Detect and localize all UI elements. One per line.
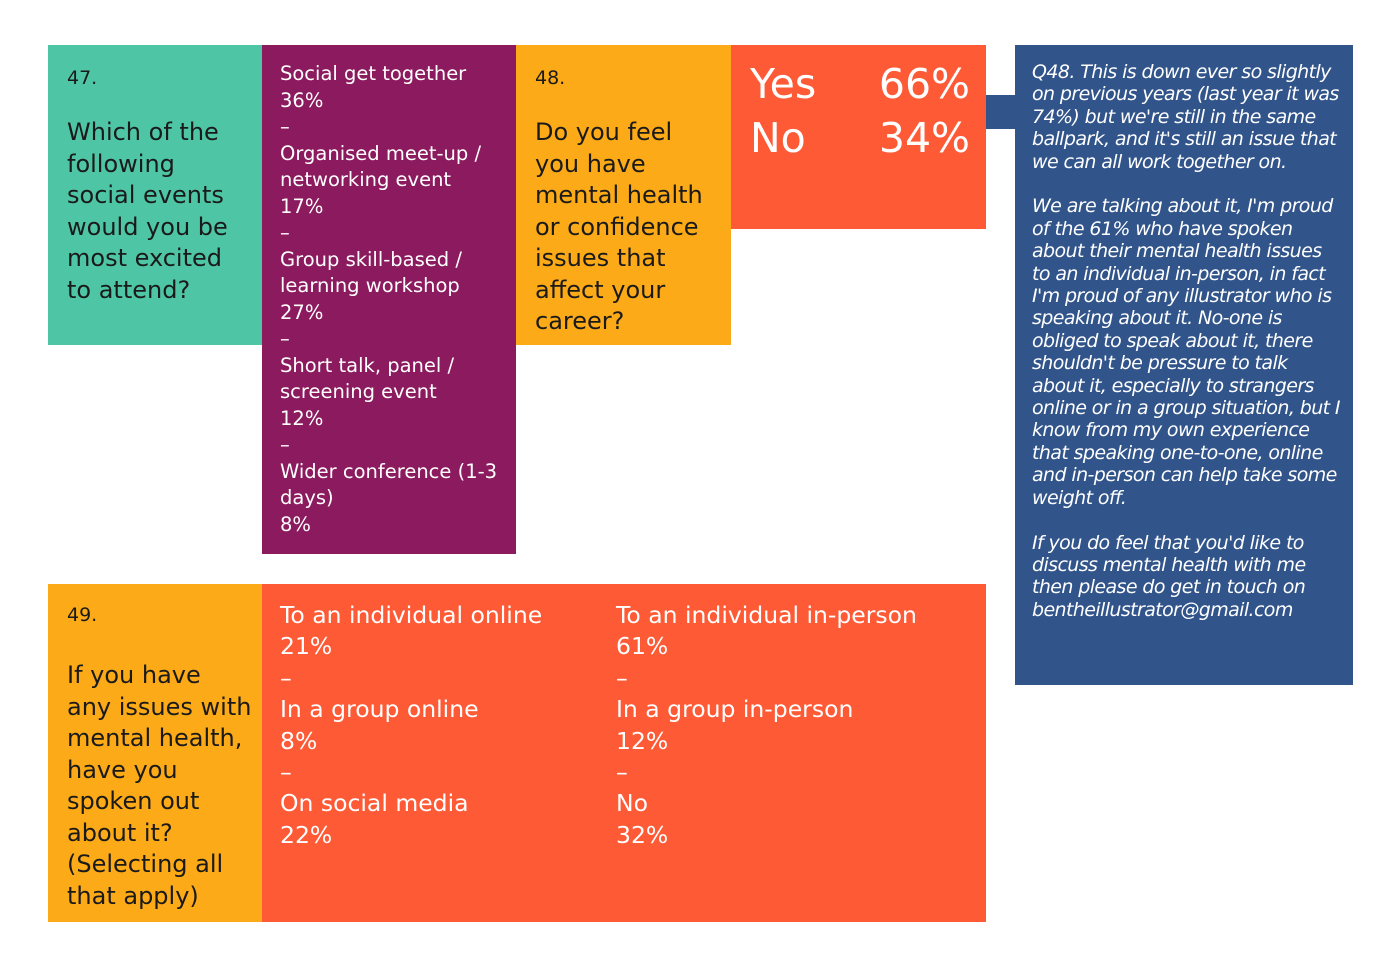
q48-result-yes: Yes 66% xyxy=(750,57,972,111)
q48-result-no: No 34% xyxy=(750,111,972,165)
q49-option-label: On social media xyxy=(280,789,469,818)
q49-option-percent: 32% xyxy=(616,820,669,849)
q47-option-label: Short talk, panel / screening event xyxy=(280,353,455,404)
separator-dash: – xyxy=(616,663,628,692)
q49-option-label: No xyxy=(616,789,648,818)
comment-panel: Q48. This is down ever so slightly on pr… xyxy=(1015,45,1353,685)
result-label: No xyxy=(750,114,806,162)
q47-option-label: Group skill-based / learning workshop xyxy=(280,247,462,298)
q47-question-panel: 47. Which of the following social events… xyxy=(48,45,262,345)
q49-option-percent: 61% xyxy=(616,632,669,661)
q49-options-panel: To an individual online 21% – In a group… xyxy=(262,584,986,922)
q49-left-column: To an individual online 21% – In a group… xyxy=(280,600,542,851)
result-value: 66% xyxy=(878,60,970,108)
q47-option: Group skill-based / learning workshop 27… xyxy=(280,247,506,327)
q47-option-label: Organised meet-up / networking event xyxy=(280,141,482,192)
separator-dash: – xyxy=(616,758,628,787)
separator-dash: – xyxy=(280,663,292,692)
q47-question: Which of the following social events wou… xyxy=(67,118,228,304)
q47-number: 47. xyxy=(67,67,98,89)
q49-option-percent: 21% xyxy=(280,632,333,661)
q47-option: Organised meet-up / networking event 17% xyxy=(280,141,506,221)
q49-option-percent: 22% xyxy=(280,820,333,849)
q47-option-percent: 27% xyxy=(280,300,324,324)
separator-dash: – xyxy=(280,115,290,138)
separator-dash: – xyxy=(280,221,290,244)
q49-number: 49. xyxy=(67,604,98,626)
result-value: 34% xyxy=(878,114,970,162)
q49-right-column: To an individual in-person 61% – In a gr… xyxy=(616,600,917,851)
separator-dash: – xyxy=(280,433,290,456)
q49-question-panel: 49. If you have any issues with mental h… xyxy=(48,584,262,922)
q47-option: Social get together 36% xyxy=(280,61,506,114)
q49-option-label: In a group in-person xyxy=(616,695,854,724)
q48-question: Do you feel you have mental health or co… xyxy=(535,118,703,335)
q49-option-percent: 12% xyxy=(616,726,669,755)
comment-paragraph: We are talking about it, I'm proud of th… xyxy=(1032,195,1341,509)
q49-option-percent: 8% xyxy=(280,726,318,755)
q48-number: 48. xyxy=(535,67,566,89)
q49-option-label: To an individual in-person xyxy=(616,601,917,629)
q47-option: Short talk, panel / screening event 12% xyxy=(280,353,506,433)
q47-option-percent: 17% xyxy=(280,194,324,218)
q48-question-panel: 48. Do you feel you have mental health o… xyxy=(516,45,731,345)
q47-option-percent: 36% xyxy=(280,88,324,112)
q49-option-label: In a group online xyxy=(280,695,479,724)
q47-option: Wider conference (1-3 days) 8% xyxy=(280,459,506,539)
q48-results-panel: Yes 66% No 34% xyxy=(731,45,986,229)
q47-option-percent: 8% xyxy=(280,512,311,536)
q49-option-label: To an individual online xyxy=(280,601,543,629)
q47-option-label: Wider conference (1-3 days) xyxy=(280,459,498,510)
result-label: Yes xyxy=(750,60,817,108)
separator-dash: – xyxy=(280,758,292,787)
comment-paragraph: If you do feel that you'd like to discus… xyxy=(1032,531,1306,621)
separator-dash: – xyxy=(280,327,290,350)
q49-question: If you have any issues with mental healt… xyxy=(67,661,252,910)
q47-option-label: Social get together xyxy=(280,62,467,85)
comment-paragraph: Q48. This is down ever so slightly on pr… xyxy=(1032,61,1339,173)
connector-bar xyxy=(986,95,1016,129)
q47-option-percent: 12% xyxy=(280,406,324,430)
q47-options-panel: Social get together 36% – Organised meet… xyxy=(262,45,516,554)
